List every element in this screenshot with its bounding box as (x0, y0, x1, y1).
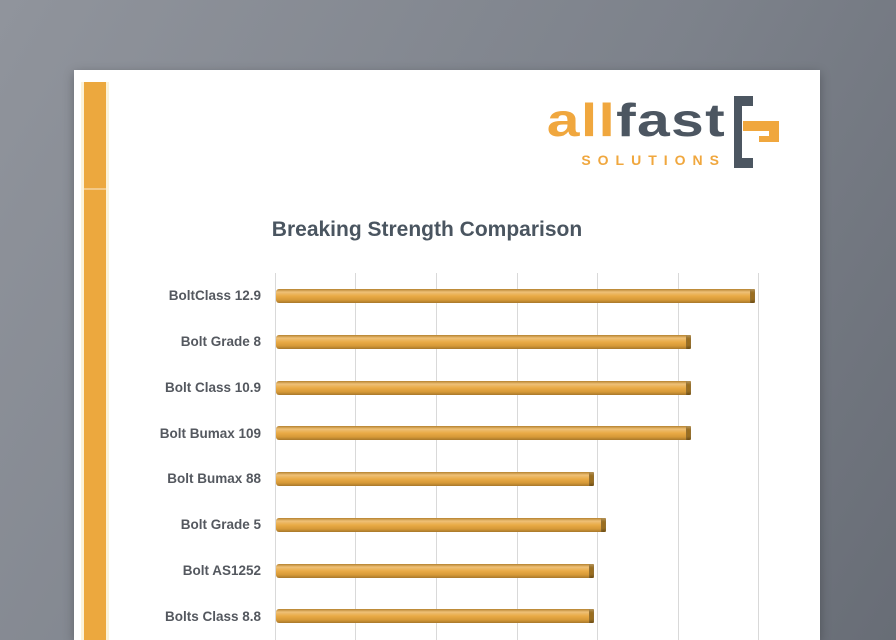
gridline (758, 273, 759, 640)
chart-row: BoltClass 12.9 (169, 273, 758, 319)
category-label: Bolt Bumax 88 (167, 471, 261, 487)
bar (276, 380, 691, 395)
bar (276, 563, 594, 578)
chart-row: Bolt Bumax 88 (167, 456, 758, 502)
brand-subtitle: SOLUTIONS (581, 152, 726, 168)
category-label: Bolt AS1252 (182, 562, 261, 578)
category-label: Bolts Class 8.8 (164, 608, 261, 624)
document-page: allfast SOLUTIONS Breaking Strength Comp… (74, 70, 820, 640)
category-label: BoltClass 12.9 (168, 288, 261, 304)
bar (276, 472, 594, 486)
brand-word-second: fast (616, 94, 726, 146)
category-label: Bolt Grade 5 (180, 517, 261, 533)
category-label: Bolt Bumax 109 (159, 425, 261, 441)
chart-row: Bolt Class 10.9 (165, 365, 758, 411)
bar (276, 426, 691, 441)
accent-stripe (81, 82, 109, 640)
plot-area: BoltClass 12.9 Bolt Grade 8 Bolt Class 10.… (160, 273, 759, 640)
chart-row: Bolt AS1252 (183, 548, 758, 594)
accent-stripe-seam (84, 188, 106, 190)
gridline (677, 273, 679, 640)
category-label: Bolt Grade 8 (180, 334, 261, 350)
chart-row: Bolt Grade 5 (181, 502, 758, 548)
gridline (355, 273, 357, 640)
chart-row: Bolt Grade 8 (181, 319, 758, 365)
chart-row: Bolts Class 8.8 (165, 593, 758, 639)
brand-wordmark: allfast (547, 97, 726, 143)
gridline (275, 273, 276, 640)
bar (276, 517, 607, 532)
chart-row: Bolt Bumax 109 (160, 410, 758, 456)
bar (276, 289, 755, 303)
gridline (596, 273, 598, 640)
gridline (435, 273, 437, 640)
gridline (516, 273, 518, 640)
brand-word-first: all (546, 94, 617, 146)
category-label: Bolt Class 10.9 (164, 379, 261, 395)
brand-logo: allfast SOLUTIONS (482, 96, 782, 170)
bar (276, 609, 594, 624)
chart-title: Breaking Strength Comparison (271, 218, 583, 241)
bar (276, 334, 691, 349)
fastener-bracket-icon (734, 96, 779, 168)
